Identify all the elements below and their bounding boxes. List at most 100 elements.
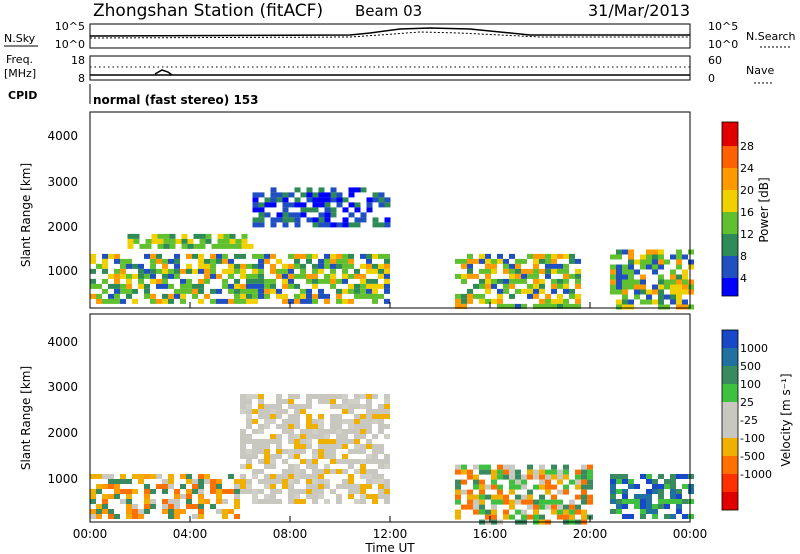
velocity-cell-1-32 <box>252 409 258 414</box>
power-cell-4-27 <box>628 249 634 255</box>
velocity-cell-2-39 <box>485 469 491 475</box>
power-cell-0-253 <box>318 263 324 269</box>
power-cell-0-87 <box>168 298 174 304</box>
velocity-cell-0-25 <box>114 484 120 489</box>
vel-color-5 <box>722 420 738 438</box>
power-cell-4-15 <box>616 299 622 305</box>
velocity-cell-2-87 <box>521 474 527 480</box>
noise-left-label: N.Sky <box>4 32 36 45</box>
velocity-cell-1-342 <box>372 454 378 459</box>
power-cell-1-38 <box>223 243 230 249</box>
velocity-cell-0-35 <box>126 494 132 499</box>
power-cell-4-64 <box>652 289 658 295</box>
velocity-cell-3-49 <box>658 489 664 494</box>
power-cell-3-106 <box>545 258 551 264</box>
power-cell-0-85 <box>168 283 174 289</box>
velocity-cell-1-300 <box>354 499 360 504</box>
velocity-cell-1-351 <box>378 414 384 419</box>
velocity-cell-1-257 <box>342 399 348 404</box>
velocity-cell-1-209 <box>318 469 324 474</box>
power-cell-4-54 <box>646 264 652 270</box>
velocity-cell-0-28 <box>114 514 120 519</box>
power-cell-3-110 <box>545 293 551 299</box>
velocity-cell-3-26 <box>634 499 640 504</box>
velocity-cell-1-273 <box>348 419 354 424</box>
power-cell-2-12 <box>264 197 271 203</box>
velocity-cell-1-354 <box>378 429 384 434</box>
power-cell-4-16 <box>616 304 622 310</box>
power-cell-0-245 <box>312 263 318 269</box>
power-cell-0-120 <box>204 258 210 264</box>
power-cell-3-50 <box>497 293 503 299</box>
power-cell-4-6 <box>610 289 616 295</box>
velocity-cell-1-55 <box>258 469 264 474</box>
power-cell-0-333 <box>384 278 390 284</box>
power-cell-0-72 <box>156 283 162 289</box>
power-cell-3-107 <box>545 263 551 269</box>
power-cell-1-6 <box>145 238 152 244</box>
velocity-cell-3-17 <box>622 499 628 504</box>
velocity-cell-0-2 <box>90 494 96 499</box>
power-cell-0-263 <box>324 293 330 299</box>
power-cell-2-94 <box>354 222 361 228</box>
power-cell-2-7 <box>258 202 265 208</box>
velocity-cell-0-121 <box>222 514 228 519</box>
power-cell-1-32 <box>211 243 218 249</box>
velocity-cell-3-10 <box>616 499 622 504</box>
velocity-cell-3-13 <box>622 474 628 479</box>
velocity-cell-2-52 <box>491 509 497 515</box>
x-axis: 00:00 04:00 08:00 12:00 16:00 20:00 00:00 <box>73 302 707 541</box>
velocity-cell-1-50 <box>258 429 264 434</box>
power-cell-0-38 <box>126 258 132 264</box>
velocity-cell-1-25 <box>246 454 252 459</box>
power-cell-2-19 <box>270 217 277 223</box>
velocity-cell-1-60 <box>264 409 270 414</box>
power-cell-0-12 <box>102 263 108 269</box>
power-cell-4-58 <box>652 249 658 255</box>
velocity-cell-3-47 <box>658 474 664 479</box>
velocity-cell-2-29 <box>479 469 485 475</box>
power-cell-0-90 <box>174 263 180 269</box>
power-cell-0-256 <box>318 288 324 294</box>
power-cell-4-26 <box>622 304 628 310</box>
velocity-cell-1-358 <box>378 464 384 469</box>
velocity-cell-1-63 <box>264 424 270 429</box>
velocity-cell-1-198 <box>318 394 324 399</box>
velocity-cell-2-134 <box>551 499 557 505</box>
cpid-text: normal (fast stereo) 153 <box>93 93 259 107</box>
power-cell-0-254 <box>318 268 324 274</box>
power-cell-0-165 <box>240 293 246 299</box>
power-cell-2-0 <box>252 192 259 198</box>
power-cell-4-55 <box>646 289 652 295</box>
vel-color-6 <box>722 438 738 456</box>
power-cell-0-104 <box>186 278 192 284</box>
velocity-cell-1-185 <box>312 429 318 434</box>
velocity-cell-1-180 <box>306 489 312 494</box>
power-cell-3-11 <box>461 303 467 309</box>
velocity-cell-2-40 <box>485 484 491 490</box>
velocity-cell-1-149 <box>294 479 300 484</box>
power-cell-0-232 <box>300 268 306 274</box>
power-cell-4-96 <box>676 284 682 290</box>
velocity-cell-1-30 <box>246 489 252 494</box>
velocity-cell-1-244 <box>336 414 342 419</box>
power-cell-0-278 <box>336 298 342 304</box>
velocity-cell-0-83 <box>180 494 186 499</box>
velocity-cell-2-47 <box>491 479 497 485</box>
velocity-cell-1-348 <box>372 499 378 504</box>
power-cell-3-74 <box>515 303 521 309</box>
velocity-cell-0-118 <box>222 489 228 494</box>
power-cell-0-231 <box>300 263 306 269</box>
power-cell-3-109 <box>545 273 551 279</box>
velocity-cell-0-105 <box>204 474 210 479</box>
freq-left-tick-bottom: 8 <box>78 72 85 85</box>
power-cell-3-56 <box>503 278 509 284</box>
velocity-cell-1-299 <box>354 489 360 494</box>
power-cell-0-71 <box>156 278 162 284</box>
power-cell-2-18 <box>270 202 277 208</box>
power-cell-2-77 <box>336 192 343 198</box>
velocity-cell-2-116 <box>539 494 545 500</box>
power-cell-0-233 <box>300 273 306 279</box>
velocity-cell-1-19 <box>246 414 252 419</box>
velocity-cell-0-17 <box>102 509 108 514</box>
